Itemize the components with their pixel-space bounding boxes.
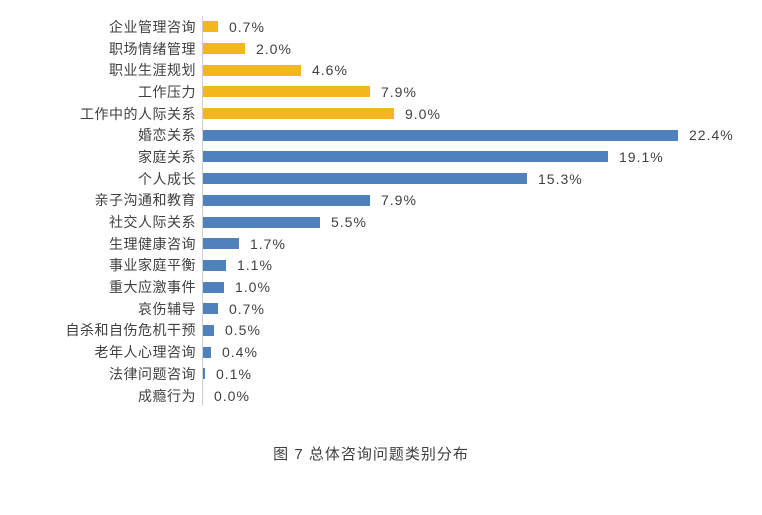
chart-row: 职业生涯规划 4.6% (0, 59, 762, 82)
plot-area: 7.9% (202, 81, 762, 103)
bar (203, 346, 211, 358)
plot-area: 1.0% (202, 276, 762, 298)
value-label: 15.3% (538, 170, 583, 187)
bar (203, 238, 239, 250)
category-label: 社交人际关系 (109, 214, 196, 231)
value-label: 2.0% (256, 40, 292, 57)
value-label: 0.7% (229, 300, 265, 317)
value-label: 19.1% (619, 148, 664, 165)
category-label: 自杀和自伤危机干预 (65, 322, 196, 339)
chart-row: 成瘾行为 0.0% (0, 384, 762, 407)
plot-area: 0.1% (202, 363, 762, 385)
category-label: 重大应激事件 (109, 279, 196, 296)
chart-row: 婚恋关系 22.4% (0, 124, 762, 147)
chart-rows: 企业管理咨询 0.7% 职场情绪管理 2.0% 职业生涯规划 4.6% 工作压力… (0, 16, 762, 407)
chart-row: 职场情绪管理 2.0% (0, 37, 762, 60)
chart-row: 生理健康咨询 1.7% (0, 232, 762, 255)
category-label: 老年人心理咨询 (94, 344, 196, 361)
plot-area: 1.7% (202, 232, 762, 255)
value-label: 1.7% (250, 235, 286, 252)
bar (203, 151, 608, 163)
chart-row: 工作压力 7.9% (0, 81, 762, 103)
bar (203, 86, 370, 98)
plot-area: 2.0% (202, 37, 762, 60)
chart-row: 自杀和自伤危机干预 0.5% (0, 319, 762, 342)
value-label: 0.0% (214, 387, 250, 404)
category-label: 家庭关系 (138, 148, 196, 165)
chart-row: 老年人心理咨询 0.4% (0, 341, 762, 363)
bar (203, 21, 218, 33)
value-label: 0.1% (216, 365, 252, 382)
chart-row: 事业家庭平衡 1.1% (0, 254, 762, 277)
plot-area: 0.4% (202, 341, 762, 363)
bar (203, 368, 205, 380)
plot-area: 4.6% (202, 59, 762, 82)
plot-area: 0.5% (202, 319, 762, 342)
bar (203, 173, 527, 185)
chart-row: 家庭关系 19.1% (0, 146, 762, 168)
bar (203, 281, 224, 293)
value-label: 7.9% (381, 192, 417, 209)
plot-area: 0.0% (202, 384, 762, 407)
category-label: 职业生涯规划 (109, 62, 196, 79)
plot-area: 0.7% (202, 297, 762, 320)
category-label: 职场情绪管理 (109, 40, 196, 57)
value-label: 1.1% (237, 257, 273, 274)
bar (203, 194, 370, 206)
plot-area: 0.7% (202, 16, 762, 38)
category-label: 婚恋关系 (138, 127, 196, 144)
bar (203, 324, 214, 336)
chart-row: 重大应激事件 1.0% (0, 276, 762, 298)
bar (203, 129, 678, 141)
plot-area: 9.0% (202, 102, 762, 125)
category-label: 亲子沟通和教育 (94, 192, 196, 209)
chart-row: 社交人际关系 5.5% (0, 211, 762, 233)
category-label: 法律问题咨询 (109, 365, 196, 382)
plot-area: 7.9% (202, 189, 762, 212)
value-label: 22.4% (689, 127, 734, 144)
chart-row: 个人成长 15.3% (0, 167, 762, 190)
category-label: 企业管理咨询 (109, 18, 196, 35)
category-label: 事业家庭平衡 (109, 257, 196, 274)
bar (203, 303, 218, 315)
chart-row: 法律问题咨询 0.1% (0, 363, 762, 385)
value-label: 0.7% (229, 18, 265, 35)
category-label: 个人成长 (138, 170, 196, 187)
category-label: 工作压力 (138, 83, 196, 100)
plot-area: 1.1% (202, 254, 762, 277)
category-label: 成瘾行为 (138, 387, 196, 404)
category-label: 生理健康咨询 (109, 235, 196, 252)
category-label: 哀伤辅导 (138, 300, 196, 317)
value-label: 0.5% (225, 322, 261, 339)
value-label: 4.6% (312, 62, 348, 79)
plot-area: 5.5% (202, 211, 762, 233)
value-label: 1.0% (235, 279, 271, 296)
value-label: 5.5% (331, 214, 367, 231)
plot-area: 22.4% (202, 124, 762, 147)
bar (203, 43, 245, 55)
value-label: 9.0% (405, 105, 441, 122)
value-label: 7.9% (381, 83, 417, 100)
bar (203, 259, 226, 271)
bar (203, 64, 301, 76)
chart-caption: 图 7 总体咨询问题类别分布 (273, 446, 469, 464)
bar (203, 108, 394, 120)
chart-row: 企业管理咨询 0.7% (0, 16, 762, 38)
bar-chart: 企业管理咨询 0.7% 职场情绪管理 2.0% 职业生涯规划 4.6% 工作压力… (0, 16, 762, 407)
plot-area: 15.3% (202, 167, 762, 190)
chart-row: 哀伤辅导 0.7% (0, 297, 762, 320)
plot-area: 19.1% (202, 146, 762, 168)
value-label: 0.4% (222, 344, 258, 361)
category-label: 工作中的人际关系 (80, 105, 196, 122)
chart-row: 工作中的人际关系 9.0% (0, 102, 762, 125)
chart-row: 亲子沟通和教育 7.9% (0, 189, 762, 212)
bar (203, 216, 320, 228)
